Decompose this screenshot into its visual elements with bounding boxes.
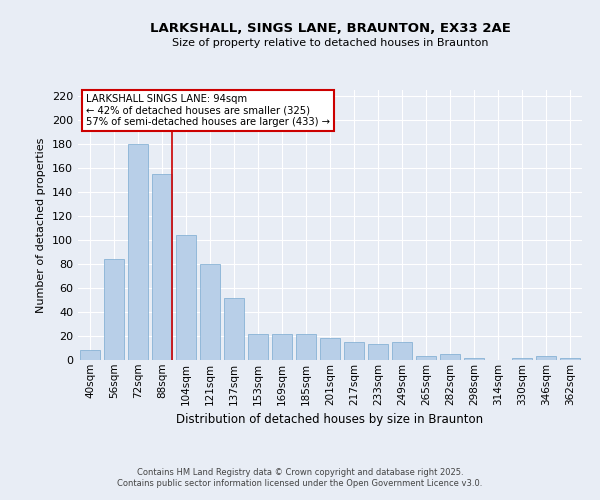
Text: LARKSHALL, SINGS LANE, BRAUNTON, EX33 2AE: LARKSHALL, SINGS LANE, BRAUNTON, EX33 2A… — [149, 22, 511, 36]
Text: LARKSHALL SINGS LANE: 94sqm
← 42% of detached houses are smaller (325)
57% of se: LARKSHALL SINGS LANE: 94sqm ← 42% of det… — [86, 94, 329, 127]
Bar — [296, 334, 316, 360]
Bar — [512, 358, 532, 360]
Bar — [560, 358, 580, 360]
Bar — [464, 358, 484, 360]
Bar — [368, 344, 388, 360]
Y-axis label: Number of detached properties: Number of detached properties — [37, 138, 46, 312]
Bar — [176, 235, 196, 360]
Bar — [152, 174, 172, 360]
Bar — [224, 298, 244, 360]
Text: Size of property relative to detached houses in Braunton: Size of property relative to detached ho… — [172, 38, 488, 48]
Bar — [80, 350, 100, 360]
Bar — [440, 354, 460, 360]
Bar — [344, 342, 364, 360]
Bar — [392, 342, 412, 360]
Bar — [272, 334, 292, 360]
X-axis label: Distribution of detached houses by size in Braunton: Distribution of detached houses by size … — [176, 413, 484, 426]
Bar — [320, 338, 340, 360]
Bar — [536, 356, 556, 360]
Bar — [200, 264, 220, 360]
Bar — [104, 259, 124, 360]
Text: Contains HM Land Registry data © Crown copyright and database right 2025.
Contai: Contains HM Land Registry data © Crown c… — [118, 468, 482, 487]
Bar — [248, 334, 268, 360]
Bar — [128, 144, 148, 360]
Bar — [416, 356, 436, 360]
